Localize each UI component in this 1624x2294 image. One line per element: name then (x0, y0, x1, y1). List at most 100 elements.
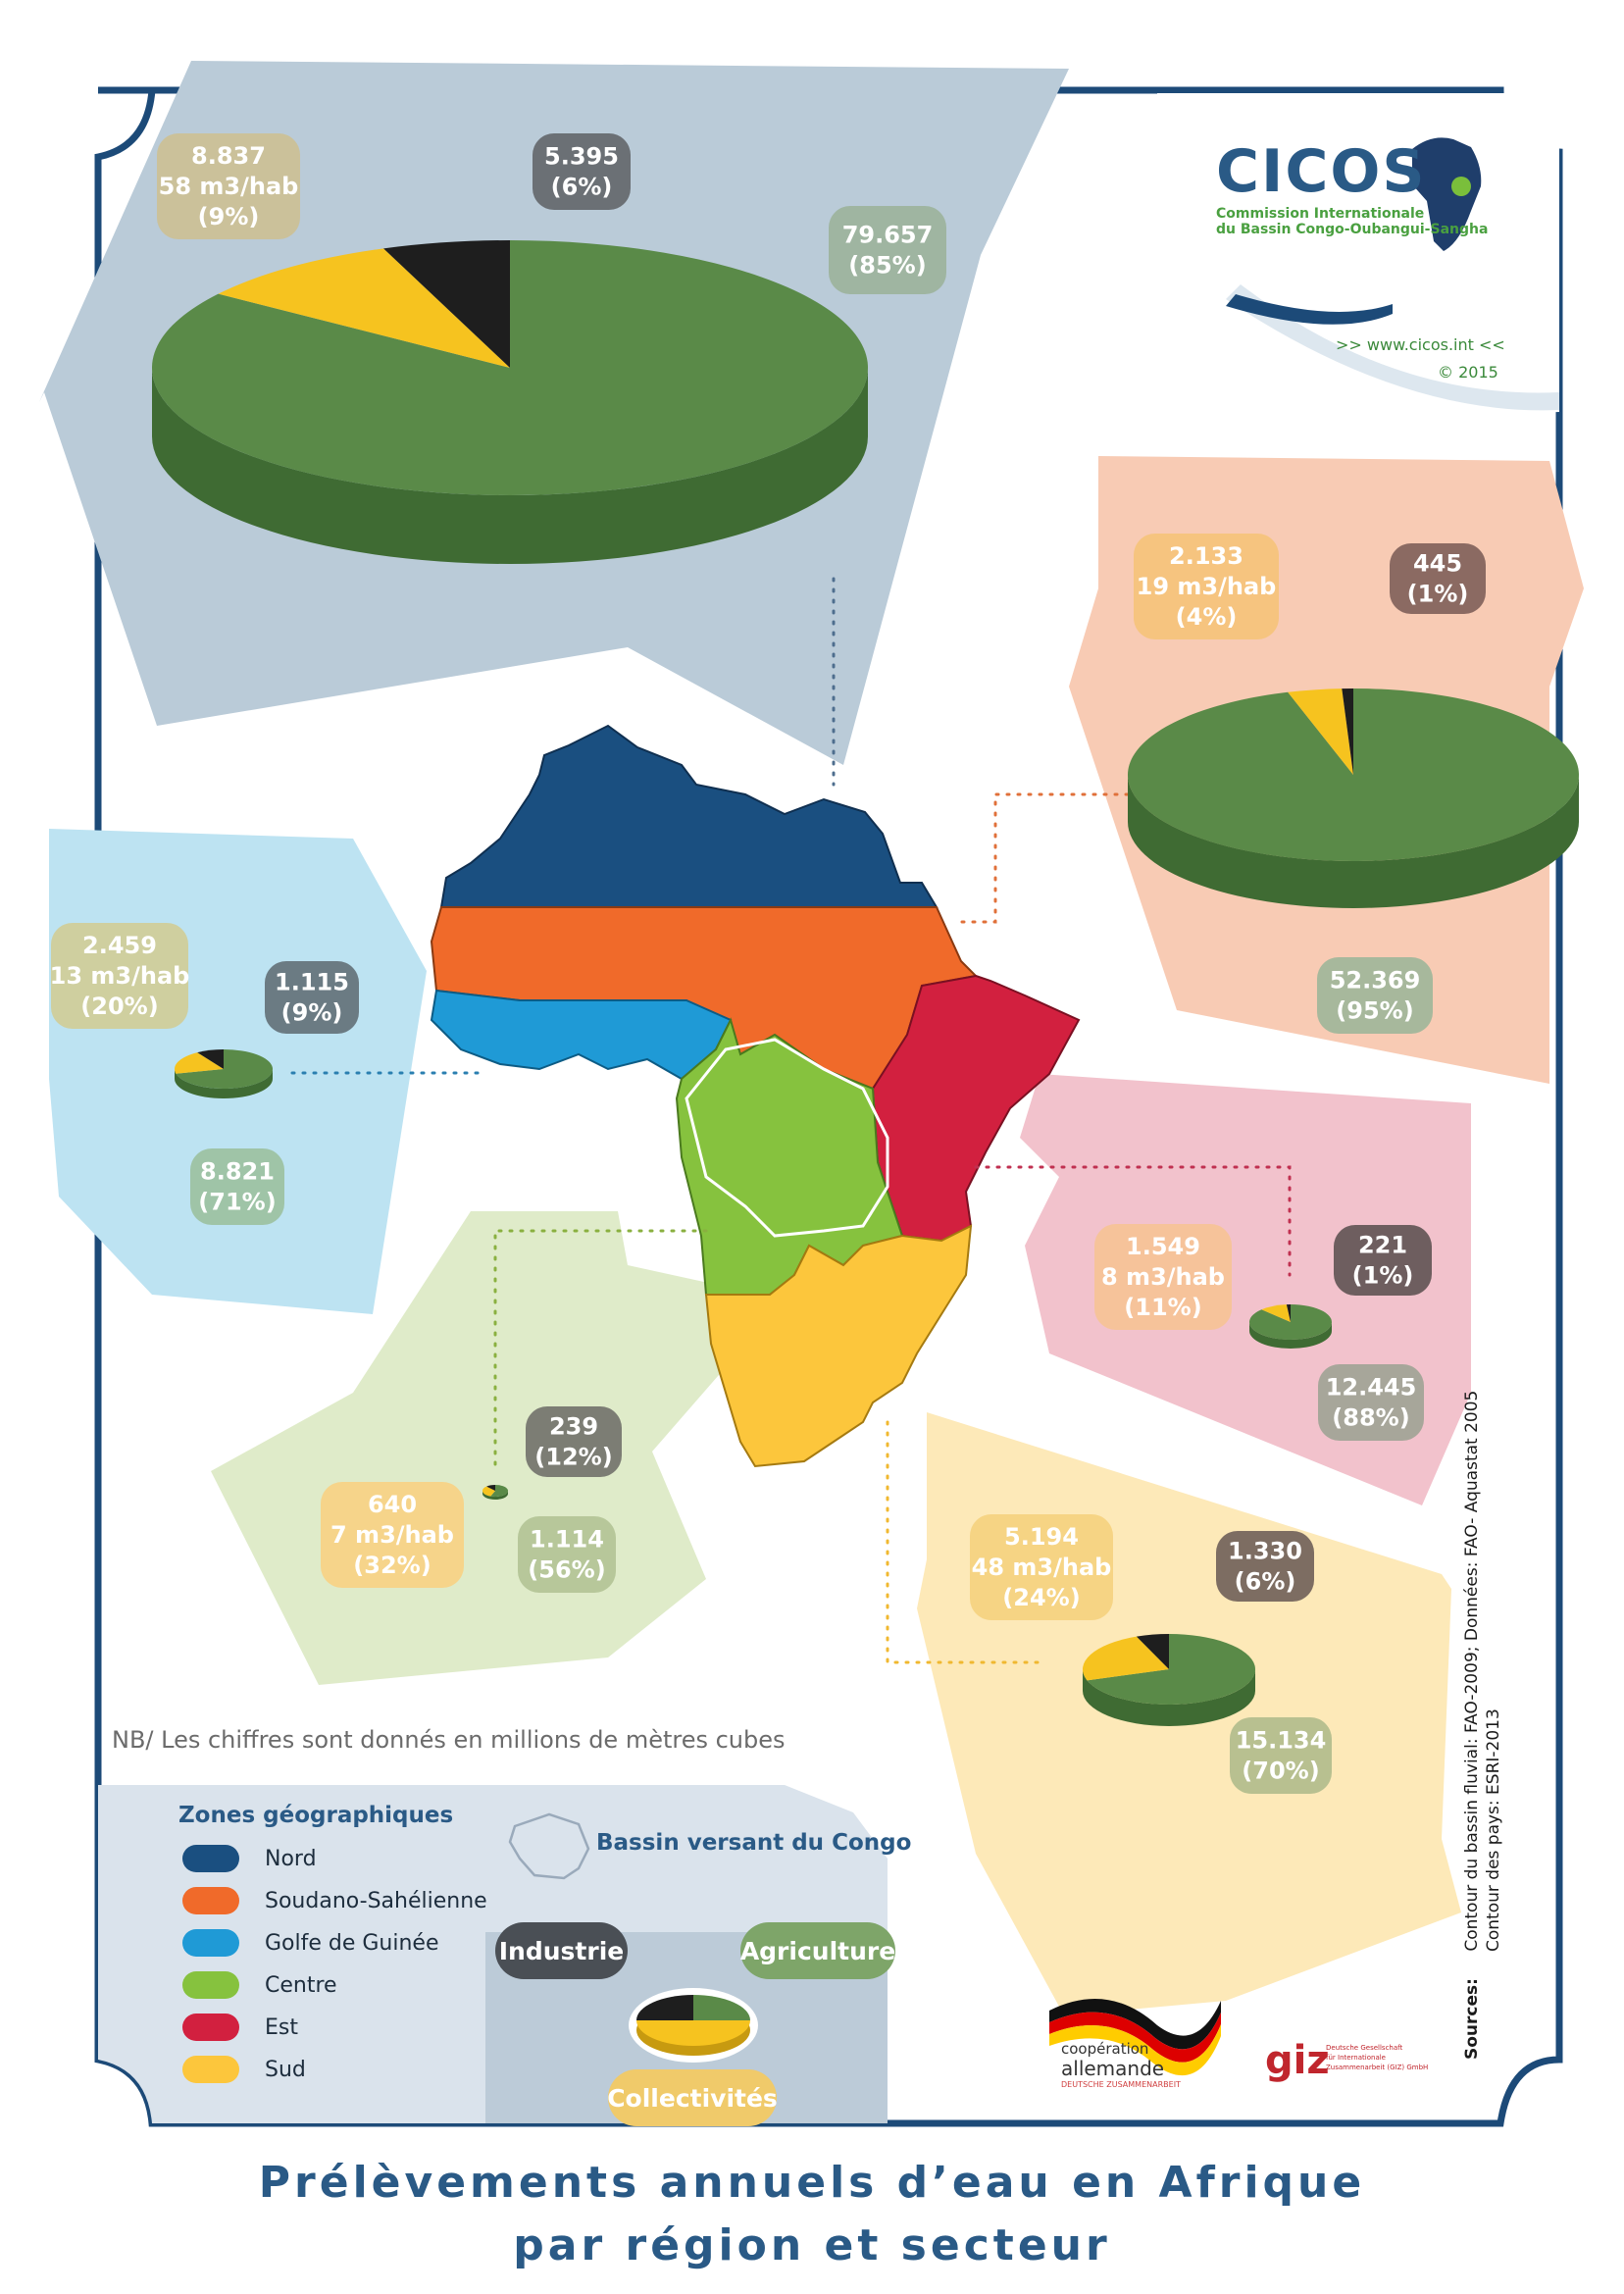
value-bubble (970, 1514, 1113, 1620)
pie-slice-agriculture (176, 1049, 273, 1089)
value-bubble (526, 1406, 622, 1477)
legend-swatch (182, 2014, 239, 2041)
value-bubble (157, 133, 300, 239)
pie-slice-agriculture (1087, 1634, 1256, 1705)
data-label-percent: (88%) (1332, 1404, 1409, 1432)
legend-pie-collectivities (636, 2020, 750, 2046)
website-link[interactable]: >> www.cicos.int << (1336, 335, 1505, 354)
data-label-value: 5.395 (544, 143, 619, 171)
value-bubble (1216, 1531, 1314, 1602)
pie-slice-collectivits (1083, 1636, 1169, 1681)
pie-slice-industrie (1342, 688, 1353, 775)
data-label-percent: (11%) (1124, 1294, 1201, 1321)
data-label-value: 2.459 (82, 932, 157, 959)
legend-swatch (182, 1845, 239, 1872)
legend-item-1: Soudano-Sahélienne (182, 1886, 487, 1915)
data-label-percent: (12%) (534, 1444, 612, 1471)
pie-slice-agriculture (1127, 688, 1579, 862)
pie-slice-collectivits (482, 1486, 495, 1497)
pie-slice-agriculture (151, 240, 868, 496)
legend-pie-industry (636, 1995, 693, 2020)
data-label-percent: (56%) (528, 1556, 605, 1584)
value-bubble (1317, 957, 1433, 1034)
giz-sub1: Deutsche Gesellschaft (1326, 2044, 1403, 2052)
sector-industry-label: Industrie (495, 1922, 628, 1979)
data-label-percent: (32%) (353, 1552, 431, 1579)
data-label-value: 1.330 (1228, 1538, 1302, 1565)
zone-nord (439, 724, 939, 908)
legend-item-3: Centre (182, 1970, 337, 2000)
giz-sub2: für Internationale (1326, 2054, 1386, 2062)
data-label-value: 221 (1358, 1232, 1407, 1259)
data-label-percent: (20%) (80, 993, 158, 1020)
data-label-percent: (70%) (1242, 1758, 1319, 1785)
data-label-value: 2.133 (1169, 542, 1243, 570)
data-label-per-capita: 48 m3/hab (972, 1554, 1112, 1581)
logo-line1: Commission Internationale (1216, 206, 1425, 222)
legend-label: Soudano-Sahélienne (265, 1888, 487, 1913)
connector-soudano (954, 792, 1130, 924)
coop-line1: coopération (1061, 2040, 1149, 2058)
value-bubble (1134, 534, 1279, 639)
africa-logo-icon (1412, 137, 1482, 251)
data-label-value: 1.115 (275, 969, 349, 996)
sector-agriculture-label: Agriculture (740, 1922, 895, 1979)
data-label-percent: (9%) (281, 999, 343, 1027)
data-label-value: 52.369 (1330, 967, 1421, 994)
data-label-value: 445 (1413, 550, 1462, 578)
data-label-per-capita: 13 m3/hab (50, 962, 190, 990)
pie-slice-industrie (486, 1485, 495, 1491)
value-labels: 79.657 (85%) 8.837 58 m3/hab (9%) 5.395 (6%) 52… (50, 133, 1486, 1794)
copyright: © 2015 (1438, 363, 1498, 382)
coop-line2: allemande (1061, 2057, 1165, 2080)
legend-item-4: Est (182, 2013, 298, 2042)
data-label-percent: (71%) (198, 1189, 276, 1216)
connector-est (974, 1165, 1292, 1277)
legend-label: Golfe de Guinée (265, 1930, 439, 1956)
value-bubble (518, 1516, 616, 1593)
pie-slice-collectivits (1261, 1304, 1291, 1322)
africa-map (430, 724, 1081, 1468)
data-label-value: 12.445 (1326, 1374, 1417, 1402)
data-label-percent: (1%) (1352, 1262, 1414, 1290)
value-bubble (321, 1482, 464, 1588)
value-bubble (1390, 543, 1486, 614)
connector-sud (886, 1420, 1041, 1664)
sources: Sources: Contour du bassin fluvial: FAO-… (1461, 1391, 1504, 2060)
legend-title: Zones géographiques (178, 1803, 454, 1828)
connectors (290, 577, 1292, 1664)
sources-line1: Contour du bassin fluvial: FAO-2009; Don… (1462, 1390, 1482, 1952)
data-label-percent: (9%) (198, 203, 260, 230)
giz-logo: giz (1265, 2038, 1330, 2083)
data-label-value: 1.114 (530, 1526, 604, 1554)
data-label-percent: (4%) (1176, 603, 1238, 631)
pie-slice-agriculture (490, 1485, 509, 1497)
legend-item-0: Nord (182, 1844, 317, 1873)
data-label-percent: (85%) (848, 252, 926, 280)
legend-swatch (182, 1929, 239, 1957)
data-label-per-capita: 19 m3/hab (1137, 573, 1277, 600)
units-note: NB/ Les chiffres sont donnés en millions… (112, 1726, 786, 1754)
pie-slice-industrie (383, 240, 510, 368)
pie-slice-industrie (1136, 1634, 1169, 1669)
legend-item-5: Sud (182, 2055, 306, 2084)
pie-side-5 (1083, 1669, 1255, 1726)
value-bubble (1334, 1225, 1432, 1296)
zone-sud (704, 1224, 973, 1468)
value-bubble (190, 1148, 284, 1225)
pie-slice-agriculture (1248, 1304, 1332, 1340)
basin-legend-label: Bassin versant du Congo (596, 1830, 912, 1856)
pie-slice-collectivits (175, 1052, 224, 1074)
giz-sub3: Zusammenarbeit (GIZ) GmbH (1326, 2064, 1429, 2071)
value-bubble (829, 206, 946, 294)
pie-side-2 (175, 1069, 273, 1098)
data-label-value: 1.549 (1126, 1233, 1200, 1260)
basin-icon (508, 1812, 590, 1880)
logo-name: CICOS (1216, 137, 1427, 206)
pie-side-0 (152, 368, 868, 564)
logo-swoosh-blue (1226, 294, 1393, 325)
zone-golfe (430, 989, 733, 1081)
data-label-value: 79.657 (842, 222, 934, 249)
data-label-value: 8.821 (200, 1158, 275, 1186)
congo-basin-outline (685, 1038, 889, 1238)
